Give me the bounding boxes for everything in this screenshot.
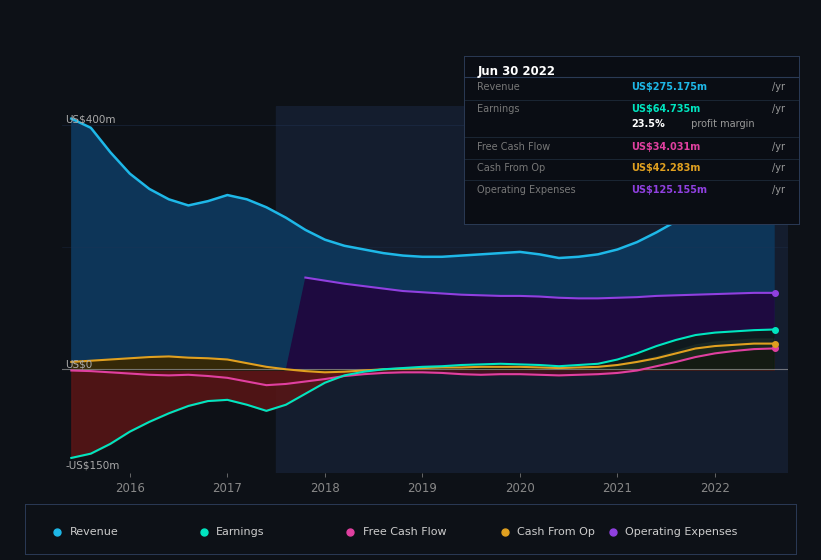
Text: /yr: /yr	[772, 162, 785, 172]
Text: 23.5%: 23.5%	[631, 119, 665, 129]
Text: Earnings: Earnings	[216, 527, 264, 536]
Text: Operating Expenses: Operating Expenses	[625, 527, 737, 536]
Text: US$400m: US$400m	[66, 115, 116, 125]
Text: US$275.175m: US$275.175m	[631, 82, 708, 92]
Text: Earnings: Earnings	[477, 104, 520, 114]
Text: Free Cash Flow: Free Cash Flow	[363, 527, 447, 536]
Text: Revenue: Revenue	[70, 527, 118, 536]
Text: /yr: /yr	[772, 104, 785, 114]
Text: US$125.155m: US$125.155m	[631, 185, 708, 194]
Text: Revenue: Revenue	[477, 82, 520, 92]
Text: US$0: US$0	[66, 360, 93, 369]
Text: profit margin: profit margin	[688, 119, 755, 129]
Text: /yr: /yr	[772, 142, 785, 152]
Text: Operating Expenses: Operating Expenses	[477, 185, 576, 194]
Text: /yr: /yr	[772, 185, 785, 194]
Text: Jun 30 2022: Jun 30 2022	[477, 66, 555, 78]
Text: Cash From Op: Cash From Op	[477, 162, 545, 172]
Text: Cash From Op: Cash From Op	[517, 527, 595, 536]
Text: US$34.031m: US$34.031m	[631, 142, 700, 152]
Text: US$64.735m: US$64.735m	[631, 104, 700, 114]
Bar	[276, 106, 788, 473]
Text: -US$150m: -US$150m	[66, 460, 120, 470]
Text: US$42.283m: US$42.283m	[631, 162, 701, 172]
Text: Free Cash Flow: Free Cash Flow	[477, 142, 551, 152]
Text: /yr: /yr	[772, 82, 785, 92]
